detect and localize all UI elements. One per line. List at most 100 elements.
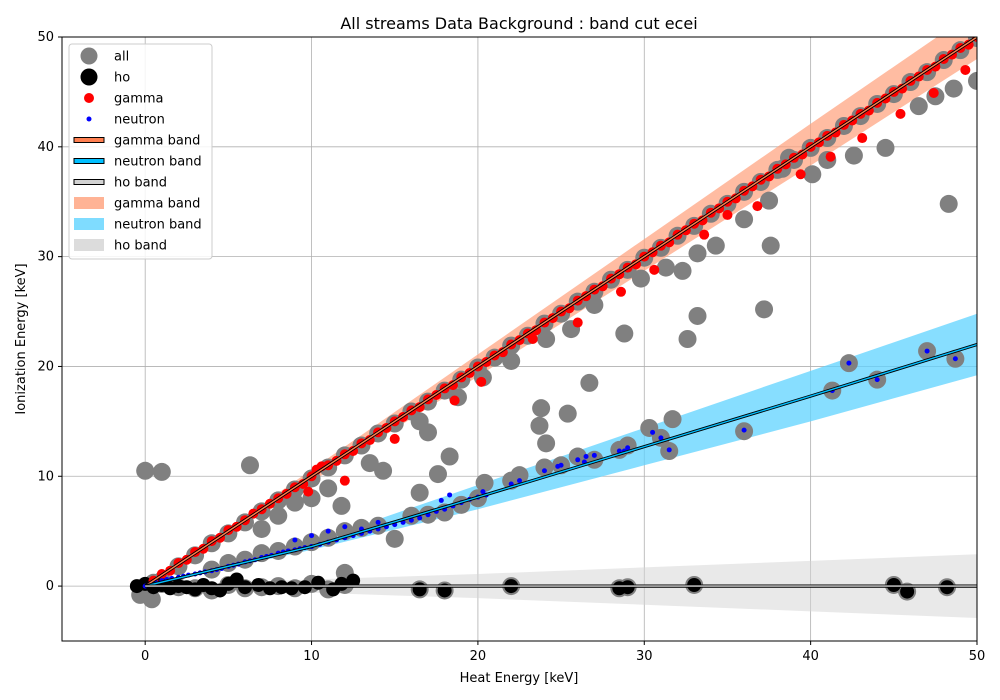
y-tick-label: 50 <box>37 30 54 45</box>
gamma-point <box>722 209 733 220</box>
gamma-point <box>795 169 806 180</box>
ho-point <box>346 573 361 588</box>
neutron-point <box>447 492 453 498</box>
legend-neutron-band-label: neutron band <box>114 218 202 233</box>
legend-ho-marker <box>80 68 98 86</box>
legend-ho-band-fill <box>74 239 104 251</box>
neutron-point <box>541 468 547 474</box>
neutron-point <box>874 377 880 383</box>
y-tick-label: 20 <box>37 359 54 374</box>
neutron-point <box>309 533 315 539</box>
legend-gamma-band-label: gamma band <box>114 197 200 212</box>
y-tick-label: 0 <box>46 579 54 594</box>
gamma-point <box>527 334 538 344</box>
gamma-point <box>339 475 350 486</box>
gamma-point <box>825 151 836 162</box>
neutron-point <box>342 524 348 530</box>
y-axis-label: Ionization Energy [keV] <box>14 263 29 414</box>
all-point <box>631 269 650 288</box>
neutron-point <box>417 515 423 521</box>
all-point <box>939 194 958 213</box>
all-point <box>706 236 725 255</box>
all-point <box>510 466 529 485</box>
all-point <box>374 461 393 480</box>
x-tick-label: 10 <box>303 649 320 664</box>
x-tick-label: 40 <box>802 649 819 664</box>
legend-neutron-band-fill <box>74 218 104 230</box>
gamma-point <box>895 108 906 119</box>
all-point <box>688 306 707 325</box>
gamma-point <box>449 395 460 406</box>
ho-point <box>284 581 299 596</box>
legend-gamma-band-label: gamma band <box>114 134 200 149</box>
all-point <box>240 456 259 475</box>
all-point <box>332 496 351 515</box>
all-point <box>760 191 779 210</box>
neutron-point <box>292 537 298 543</box>
legend-box <box>68 43 213 260</box>
all-point <box>558 404 577 423</box>
chart-title: All streams Data Background : band cut e… <box>340 14 697 33</box>
gamma-point <box>699 229 710 240</box>
gamma-point <box>572 317 583 328</box>
neutron-point <box>438 497 444 503</box>
all-point <box>419 423 437 442</box>
x-tick-label: 30 <box>636 649 653 664</box>
neutron-point <box>658 435 664 441</box>
all-point <box>761 236 780 255</box>
legend-neutron-label: neutron <box>114 113 165 128</box>
legend-gamma-band-line <box>73 137 105 143</box>
x-tick-label: 20 <box>470 649 487 664</box>
y-tick-label: 40 <box>37 140 54 155</box>
neutron-point <box>517 478 522 484</box>
all-point <box>530 416 549 435</box>
neutron-point <box>952 356 958 362</box>
all-point <box>909 97 928 116</box>
all-point <box>535 458 554 477</box>
neutron-point <box>408 517 414 523</box>
legend-gamma-band-fill <box>74 197 104 209</box>
legend-all-label: all <box>114 50 129 65</box>
gamma-point <box>649 264 660 275</box>
legend-gamma-marker <box>84 93 94 103</box>
gamma-point <box>960 64 971 75</box>
all-point <box>440 447 459 466</box>
neutron-band-fill <box>145 313 977 587</box>
neutron-point <box>625 445 631 451</box>
legend: all ho gamma neutron gamma band neutron band h… <box>68 43 213 260</box>
legend-neutron-marker <box>86 116 92 122</box>
gamma-point <box>928 88 939 99</box>
y-tick-label: 10 <box>37 469 54 484</box>
legend-neutron-band-line <box>73 158 105 164</box>
neutron-point <box>741 427 747 433</box>
all-point <box>252 519 271 538</box>
all-point <box>502 351 521 370</box>
all-point <box>269 506 288 525</box>
all-point <box>585 295 604 314</box>
all-point <box>735 210 754 229</box>
neutron-point <box>591 452 597 458</box>
legend-ho-band-label: ho band <box>114 176 167 191</box>
x-axis-label: Heat Energy [keV] <box>460 671 579 686</box>
neutron-point <box>583 454 589 460</box>
all-point <box>615 324 634 343</box>
neutron-point <box>555 463 561 469</box>
all-point <box>136 461 155 480</box>
all-point <box>537 330 556 348</box>
all-point <box>876 138 895 157</box>
neutron-point <box>846 360 852 366</box>
all-point <box>844 146 863 165</box>
all-point <box>285 493 304 512</box>
axis-ticks: 0 10 20 30 40 50 0 10 20 30 40 50 <box>37 30 985 664</box>
all-point <box>968 71 977 90</box>
all-point <box>580 373 599 392</box>
legend-neutron-band-label: neutron band <box>114 155 202 170</box>
all-point <box>755 300 774 319</box>
gamma-point <box>303 486 314 497</box>
neutron-point <box>375 519 381 525</box>
all-point <box>319 479 338 498</box>
all-point <box>656 258 675 277</box>
gamma-point <box>752 201 763 212</box>
neutron-point <box>325 528 331 534</box>
